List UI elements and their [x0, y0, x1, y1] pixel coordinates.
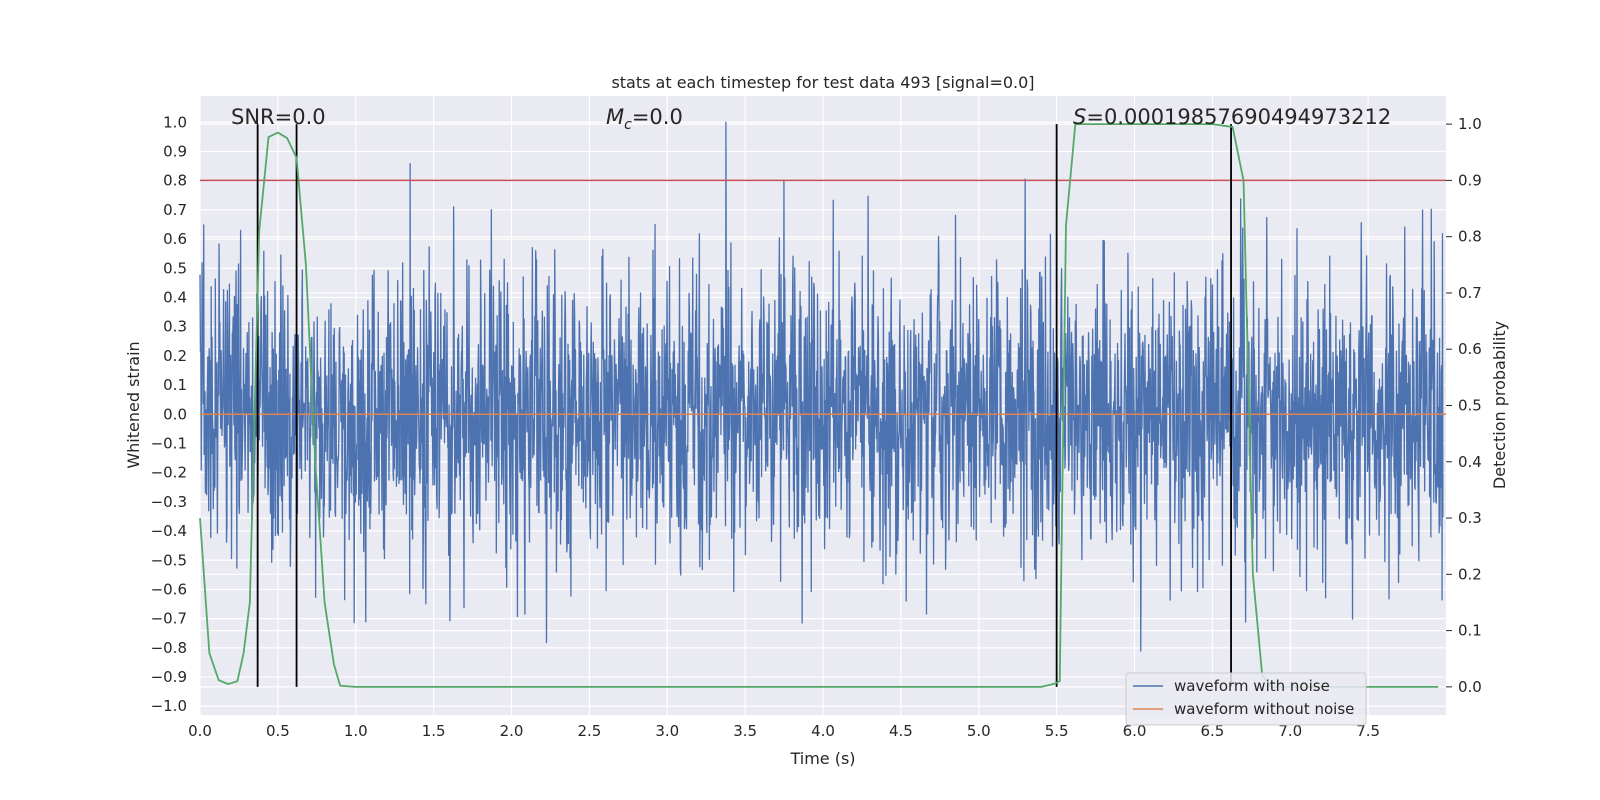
waveform-with-noise-line: [199, 121, 1444, 652]
y-tick-label: 0.5: [163, 259, 187, 277]
chirp-mass-value: =0.0: [632, 105, 683, 129]
s-value: =0.00019857690494973212: [1086, 105, 1391, 129]
y-right-tick-label: 0.9: [1458, 171, 1482, 189]
s-annotation: S=0.00019857690494973212: [1073, 105, 1391, 129]
x-tick-label: 2.0: [500, 722, 524, 740]
chirp-mass-subscript: c: [624, 117, 632, 133]
y-tick-label: 0.4: [163, 288, 187, 306]
y-tick-label: 0.1: [163, 376, 187, 394]
y-right-tick-label: 0.8: [1458, 228, 1482, 246]
y-tick-label: −0.8: [151, 639, 187, 657]
x-axis-label: Time (s): [789, 749, 855, 768]
x-tick-label: 3.0: [655, 722, 679, 740]
y-tick-label: 0.6: [163, 230, 187, 248]
x-tick-label: 5.0: [967, 722, 991, 740]
y-tick-label: −0.4: [151, 522, 187, 540]
y-right-tick-label: 0.7: [1458, 284, 1482, 302]
y-tick-label: 0.9: [163, 142, 187, 160]
x-tick-label: 7.0: [1278, 722, 1302, 740]
y-tick-label: −0.7: [151, 610, 187, 628]
y-tick-label: −0.1: [151, 434, 187, 452]
line-series: [199, 123, 1446, 688]
x-tick-label: 3.5: [733, 722, 757, 740]
noise-series: [199, 121, 1444, 652]
y-right-tick-label: 0.0: [1458, 678, 1482, 696]
x-tick-label: 1.5: [422, 722, 446, 740]
y-right-tick-label: 0.6: [1458, 340, 1482, 358]
y-right-tick-label: 0.5: [1458, 397, 1482, 415]
x-tick-label: 4.5: [889, 722, 913, 740]
y-tick-label: 0.0: [163, 405, 187, 423]
y-tick-label: −0.5: [151, 551, 187, 569]
legend-label-clean: waveform without noise: [1174, 700, 1354, 718]
y-axis-label: Whitened strain: [124, 341, 143, 468]
snr-annotation: SNR=0.0: [231, 105, 326, 129]
y-tick-label: −0.3: [151, 493, 187, 511]
y-tick-label: 0.7: [163, 201, 187, 219]
y-axis-right: 1.0 0.9 0.8 0.7 0.6 0.5 0.4 0.3 0.2 0.1 0.0: [1446, 115, 1482, 696]
x-tick-label: 6.5: [1200, 722, 1224, 740]
y-tick-label: 0.2: [163, 347, 187, 365]
x-tick-label: 6.0: [1123, 722, 1147, 740]
x-tick-label: 5.5: [1045, 722, 1069, 740]
legend: waveform with noise waveform without noi…: [1125, 672, 1367, 726]
x-tick-label: 2.5: [577, 722, 601, 740]
x-tick-label: 7.5: [1356, 722, 1380, 740]
chirp-mass-symbol: M: [606, 105, 624, 129]
detection-probability-line: [199, 123, 1439, 688]
y-tick-label: −0.2: [151, 464, 187, 482]
y-axis-left: 1.0 0.9 0.8 0.7 0.6 0.5 0.4 0.3 0.2 0.1 0.0 −0.1 −0.…: [151, 113, 187, 715]
y-axis-right-label: Detection probability: [1490, 321, 1509, 489]
x-tick-label: 1.0: [344, 722, 368, 740]
y-right-tick-label: 0.2: [1458, 565, 1482, 583]
y-right-tick-label: 0.3: [1458, 509, 1482, 527]
x-tick-label: 0.5: [266, 722, 290, 740]
y-tick-label: −0.9: [151, 668, 187, 686]
x-axis: 0.0 0.5 1.0 1.5 2.0 2.5 3.0 3.5 4.0 4.5 5.0 5.5 6.0 6…: [188, 722, 1380, 740]
legend-label-noise: waveform with noise: [1174, 677, 1330, 695]
chart-title: stats at each timestep for test data 493…: [611, 73, 1034, 92]
y-right-tick-label: 1.0: [1458, 115, 1482, 133]
y-tick-label: 0.3: [163, 318, 187, 336]
y-right-tick-label: 0.1: [1458, 622, 1482, 640]
s-symbol: S: [1073, 105, 1086, 129]
y-tick-label: 0.8: [163, 172, 187, 190]
y-tick-label: −1.0: [151, 697, 187, 715]
y-tick-label: −0.6: [151, 580, 187, 598]
x-tick-label: 4.0: [811, 722, 835, 740]
x-tick-label: 0.0: [188, 722, 212, 740]
y-right-tick-label: 0.4: [1458, 453, 1482, 471]
chirp-mass-annotation: Mc=0.0: [606, 105, 683, 133]
legend-box: [1125, 672, 1367, 726]
y-tick-label: 1.0: [163, 113, 187, 131]
